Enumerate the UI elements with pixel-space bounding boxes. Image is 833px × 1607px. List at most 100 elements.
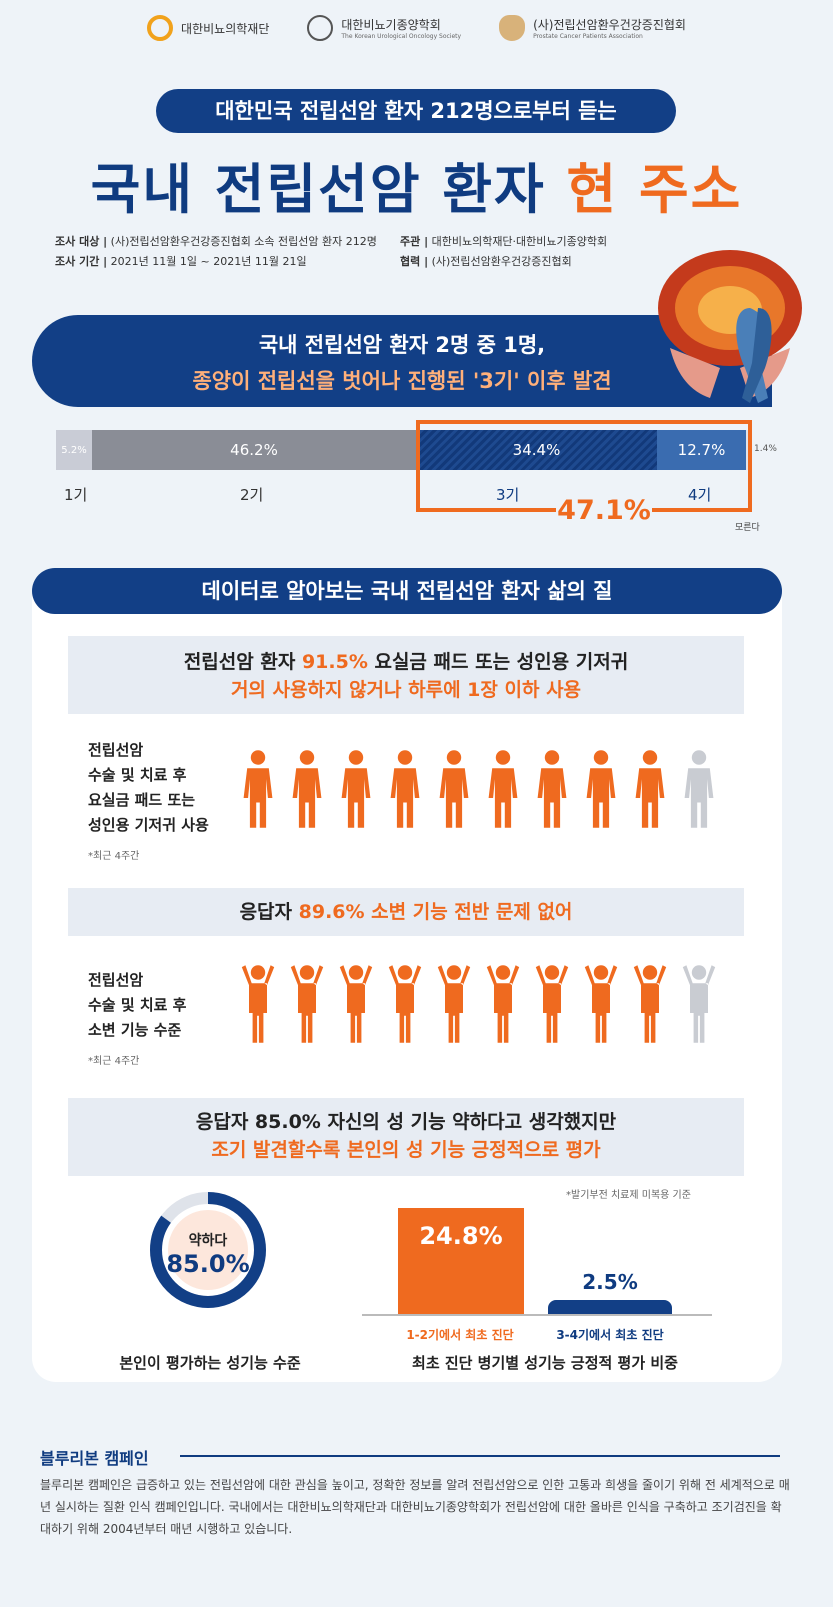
stage2-segment: 46.2%: [92, 430, 416, 470]
side-line: 수술 및 치료 후: [88, 996, 187, 1014]
q2-headline-box: 응답자 89.6% 소변 기능 전반 문제 없어: [68, 888, 744, 936]
side-line: 소변 기능 수준: [88, 1021, 182, 1039]
q3-note: *발기부전 치료제 미복용 기준: [566, 1190, 691, 1201]
stage3-label: 3기: [496, 486, 520, 504]
donut-label: 약하다: [188, 1233, 228, 1249]
title-main: 국내 전립선암 환자: [90, 158, 546, 221]
unknown-label: 모른다: [735, 523, 760, 533]
q1-text: 전립선암 환자: [183, 651, 302, 673]
sexual-function-donut: [150, 1192, 266, 1308]
logo-foundation: 대한비뇨의학재단: [147, 15, 269, 41]
campaign-title: 블루리본 캠페인: [40, 1449, 149, 1468]
prostate-illustration-icon: [658, 250, 802, 403]
person-icon-orange: [339, 965, 373, 1043]
side-line: 수술 및 치료 후: [88, 766, 187, 784]
q1-line2: 거의 사용하지 않거나 하루에 1장 이하 사용: [230, 679, 582, 701]
person-icon-orange: [635, 750, 665, 828]
donut-caption: 본인이 평가하는 성기능 수준: [119, 1354, 301, 1372]
page-title: 국내 전립선암 환자 현 주소: [0, 145, 833, 224]
q1-note: *최근 4주간: [88, 851, 140, 862]
person-icon-orange: [390, 750, 420, 828]
person-icon-gray: [684, 750, 714, 828]
q2-pct: 89.6% 소변 기능 전반 문제 없어: [298, 901, 573, 923]
logo-bar: 대한비뇨의학재단 대한비뇨기종양학회 The Korean Urological …: [0, 8, 833, 48]
side-line: 전립선암: [88, 741, 144, 759]
logo-text: 대한비뇨기종양학회: [341, 18, 441, 32]
unknown-pct: 1.4%: [754, 444, 777, 454]
side-line: 성인용 기저귀 사용: [88, 816, 209, 834]
bar-late-value: 2.5%: [582, 1270, 638, 1294]
q3-headline-box: 응답자 85.0% 자신의 성 기능 약하다고 생각했지만 조기 발견할수록 본…: [68, 1098, 744, 1176]
header-pill: 대한민국 전립선암 환자 212명으로부터 듣는: [156, 89, 676, 133]
bar-caption: 최초 진단 병기별 성기능 긍정적 평가 비중: [412, 1354, 678, 1372]
person-icon-orange: [486, 965, 520, 1043]
banner-line1: 국내 전립선암 환자 2명 중 1명,: [258, 333, 546, 357]
campaign-divider: [180, 1455, 780, 1457]
survey-meta-right: 주관 | 대한비뇨의학재단·대한비뇨기종양학회 협력 | (사)전립선암환우건강…: [400, 232, 607, 272]
q1-pct: 91.5%: [301, 651, 368, 673]
person-icon-orange: [535, 965, 569, 1043]
bar-late: [548, 1300, 672, 1314]
person-icon-orange: [292, 750, 322, 828]
stage1-label: 1기: [64, 486, 88, 504]
q2-note: *최근 4주간: [88, 1056, 140, 1067]
stage4-segment: 12.7%: [657, 430, 746, 470]
q2-text: 응답자: [239, 901, 299, 923]
bar-baseline: [362, 1314, 712, 1316]
person-icon-orange: [439, 750, 469, 828]
person-icon-orange: [243, 750, 273, 828]
headline-banner: 국내 전립선암 환자 2명 중 1명, 종양이 전립선을 벗어나 진행된 '3기…: [32, 315, 772, 407]
side-line: 요실금 패드 또는: [88, 791, 196, 809]
bar-early-label: 1-2기에서 최초 진단: [406, 1328, 514, 1342]
person-icon-orange: [388, 965, 422, 1043]
meta-value: 2021년 11월 1일 ~ 2021년 11월 21일: [110, 255, 307, 268]
person-icon-orange: [290, 965, 324, 1043]
q3-line2: 조기 발견할수록 본인의 성 기능 긍정적으로 평가: [211, 1139, 601, 1161]
meta-label: 협력 |: [400, 255, 429, 268]
bar-early-value: 24.8%: [419, 1222, 503, 1250]
q2-side-label: 전립선암 수술 및 치료 후 소변 기능 수준 *최근 4주간: [88, 968, 186, 1074]
stage3-segment: 34.4%: [416, 430, 657, 470]
banner-line2: 종양이 전립선을 벗어나 진행된 '3기' 이후 발견: [192, 369, 612, 393]
person-icon-orange: [241, 965, 275, 1043]
stage2-label: 2기: [240, 486, 264, 504]
logo-text: (사)전립선암환우건강증진협회: [533, 18, 686, 32]
meta-value: (사)전립선암환우건강증진협회: [431, 255, 572, 268]
person-icon-orange: [341, 750, 371, 828]
q1-side-label: 전립선암 수술 및 치료 후 요실금 패드 또는 성인용 기저귀 사용 *최근 …: [88, 738, 209, 869]
foundation-logo-icon: [147, 15, 174, 41]
person-icon-orange: [537, 750, 567, 828]
person-icon-orange: [437, 965, 471, 1043]
q3-line1: 응답자 85.0% 자신의 성 기능 약하다고 생각했지만: [195, 1111, 617, 1133]
logo-society: 대한비뇨기종양학회 The Korean Urological Oncology …: [307, 15, 461, 41]
logo-association: (사)전립선암환우건강증진협회 Prostate Cancer Patients …: [499, 15, 686, 41]
person-icon-orange: [584, 965, 618, 1043]
meta-value: 대한비뇨의학재단·대한비뇨기종양학회: [431, 235, 608, 248]
person-icon-orange: [488, 750, 518, 828]
society-logo-icon: [307, 15, 334, 41]
title-highlight: 현 주소: [566, 158, 743, 221]
q2-person-row: [240, 960, 730, 1055]
q1-text: 요실금 패드 또는 성인용 기저귀: [367, 651, 629, 673]
donut-value: 85.0%: [166, 1250, 250, 1278]
logo-subtext: The Korean Urological Oncology Society: [341, 33, 462, 40]
meta-label: 주관 |: [400, 235, 429, 248]
logo-text: 대한비뇨의학재단: [181, 21, 270, 36]
person-icon-orange: [633, 965, 667, 1043]
stage34-combined: 47.1%: [556, 494, 652, 528]
person-icon-orange: [586, 750, 616, 828]
q1-headline-box: 전립선암 환자 91.5% 요실금 패드 또는 성인용 기저귀 거의 사용하지 …: [68, 636, 744, 714]
person-icon-gray: [682, 965, 716, 1043]
meta-value: (사)전립선암환우건강증진협회 소속 전립선암 환자 212명: [110, 235, 377, 248]
bar-early: [398, 1208, 524, 1314]
association-logo-icon: [499, 15, 526, 41]
survey-meta-left: 조사 대상 | (사)전립선암환우건강증진협회 소속 전립선암 환자 212명 …: [55, 232, 377, 272]
stage4-label: 4기: [688, 486, 712, 504]
side-line: 전립선암: [88, 971, 144, 989]
q1-person-row: [240, 745, 720, 840]
stage1-segment: 5.2%: [56, 430, 92, 470]
meta-label: 조사 기간 |: [55, 255, 108, 268]
section-title: 데이터로 알아보는 국내 전립선암 환자 삶의 질: [32, 568, 782, 614]
bar-late-label: 3-4기에서 최초 진단: [556, 1328, 664, 1342]
meta-label: 조사 대상 |: [55, 235, 108, 248]
